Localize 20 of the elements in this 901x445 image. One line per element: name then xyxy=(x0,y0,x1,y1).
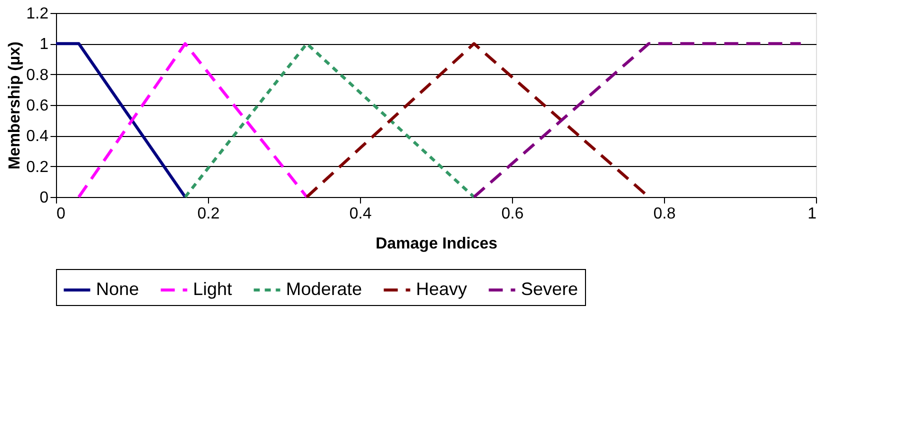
x-tick-label: 0.6 xyxy=(501,206,524,222)
y-tick-label: 0.8 xyxy=(26,66,49,84)
legend-label: Light xyxy=(193,279,232,299)
y-tick-label: 0.6 xyxy=(26,98,49,114)
y-tick-label: 0.4 xyxy=(26,128,49,146)
legend-label: None xyxy=(96,279,140,299)
y-tick-label: 0 xyxy=(40,190,49,206)
y-axis-title: Membership (μx) xyxy=(6,41,24,170)
y-tick-label: 1 xyxy=(40,36,49,54)
y-tick-label: 0.2 xyxy=(26,158,49,176)
legend-label: Heavy xyxy=(416,279,468,299)
x-axis-title: Damage Indices xyxy=(376,236,498,252)
legend-label: Severe xyxy=(521,279,578,299)
legend-label: Moderate xyxy=(286,279,362,299)
x-tick-label: 0.8 xyxy=(653,206,676,222)
x-tick-label: 0.2 xyxy=(197,206,220,222)
x-tick-label: 0 xyxy=(56,206,66,222)
x-tick-label: 1 xyxy=(808,206,817,222)
y-tick-label: 1.2 xyxy=(26,6,49,22)
x-tick-label: 0.4 xyxy=(349,206,372,222)
